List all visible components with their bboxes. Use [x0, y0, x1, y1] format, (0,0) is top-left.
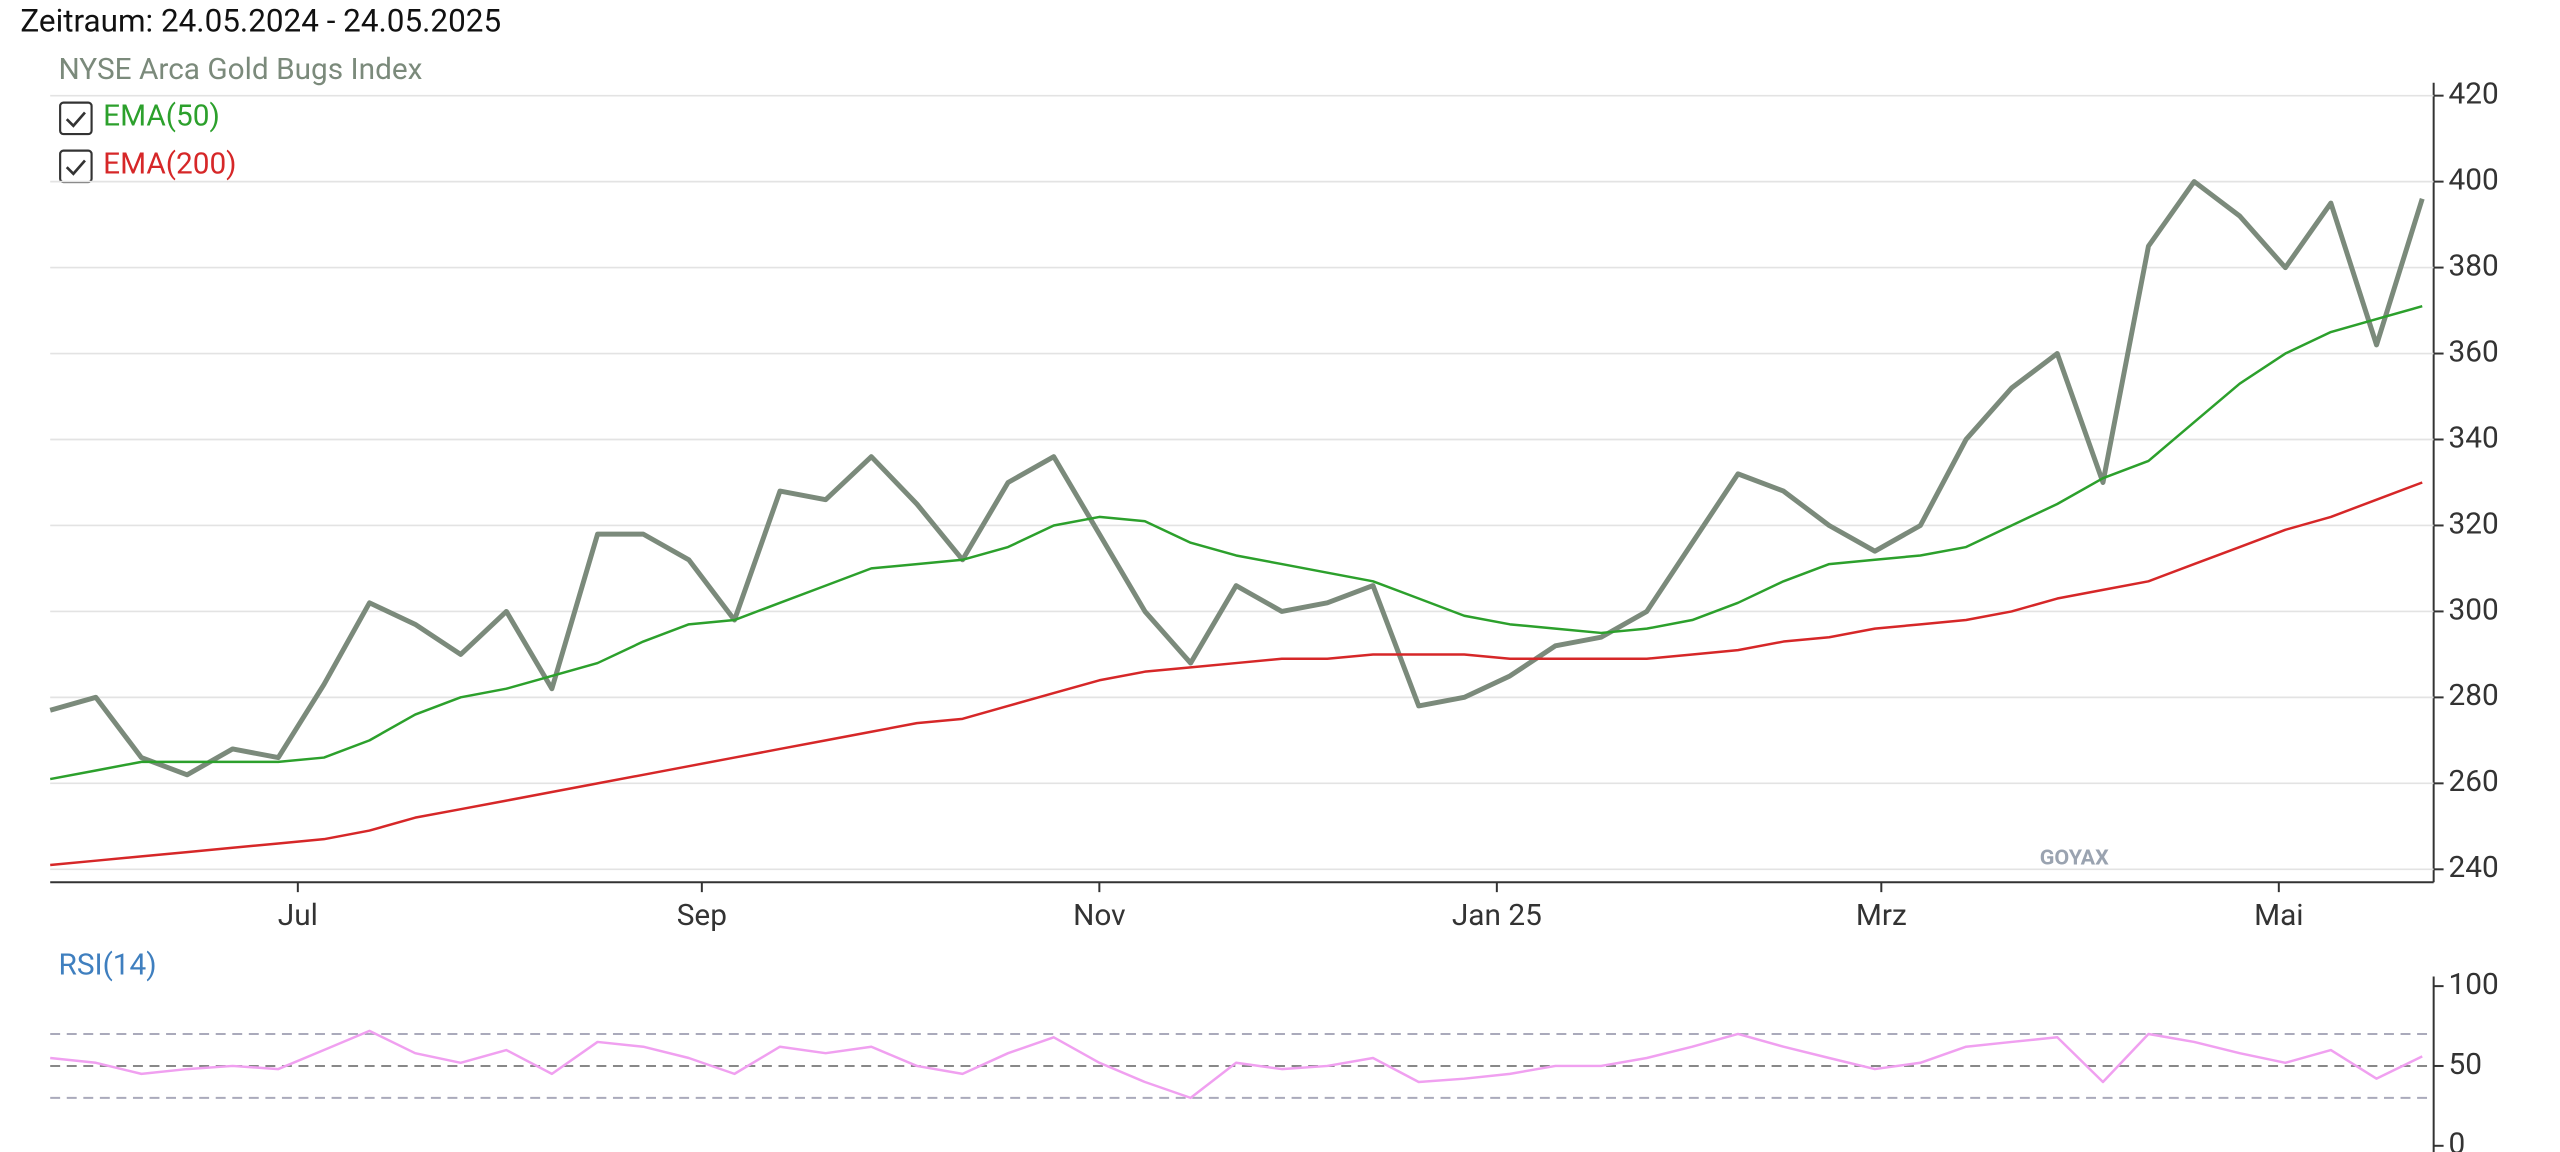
- legend-ema200[interactable]: EMA(200): [59, 146, 237, 184]
- y-tick-label: 340: [2449, 420, 2499, 455]
- period-title: Zeitraum: 24.05.2024 - 24.05.2025: [20, 2, 501, 39]
- y-tick-label: 300: [2449, 592, 2499, 627]
- y-tick-label: 360: [2449, 334, 2499, 369]
- y-tick-label: 400: [2449, 162, 2499, 197]
- watermark: GOYAX: [2040, 846, 2109, 871]
- checkbox[interactable]: [59, 101, 93, 136]
- y-tick-label: 240: [2449, 850, 2499, 885]
- y-tick-label: 420: [2449, 77, 2499, 112]
- x-tick-label: Nov: [1073, 898, 1125, 933]
- instrument-name: NYSE Arca Gold Bugs Index: [58, 52, 422, 87]
- rsi-label: RSI(14): [58, 947, 156, 982]
- x-tick-label: Jan 25: [1452, 898, 1542, 933]
- checkmark: [65, 111, 86, 128]
- y-tick-label: 260: [2449, 764, 2499, 799]
- y-tick-label: 0: [2449, 1127, 2466, 1152]
- y-tick-label: 280: [2449, 678, 2499, 713]
- checkbox[interactable]: [59, 149, 93, 184]
- series-line: [49, 179, 2425, 778]
- x-tick-label: Mrz: [1856, 898, 1907, 933]
- legend-label[interactable]: EMA(200): [103, 146, 236, 181]
- series-line: [50, 481, 2423, 867]
- legend-ema50[interactable]: EMA(50): [59, 98, 220, 136]
- y-tick-label: 100: [2449, 967, 2499, 1002]
- x-tick-label: Jul: [278, 898, 318, 933]
- series-line: [50, 1029, 2423, 1100]
- x-tick-label: Mai: [2254, 898, 2303, 933]
- y-tick-label: 320: [2449, 506, 2499, 541]
- y-tick-label: 380: [2449, 248, 2499, 283]
- series-line: [49, 305, 2423, 781]
- legend-label[interactable]: EMA(50): [103, 98, 220, 133]
- checkmark: [65, 159, 86, 176]
- y-tick-label: 50: [2449, 1047, 2482, 1082]
- x-tick-label: Sep: [677, 898, 727, 933]
